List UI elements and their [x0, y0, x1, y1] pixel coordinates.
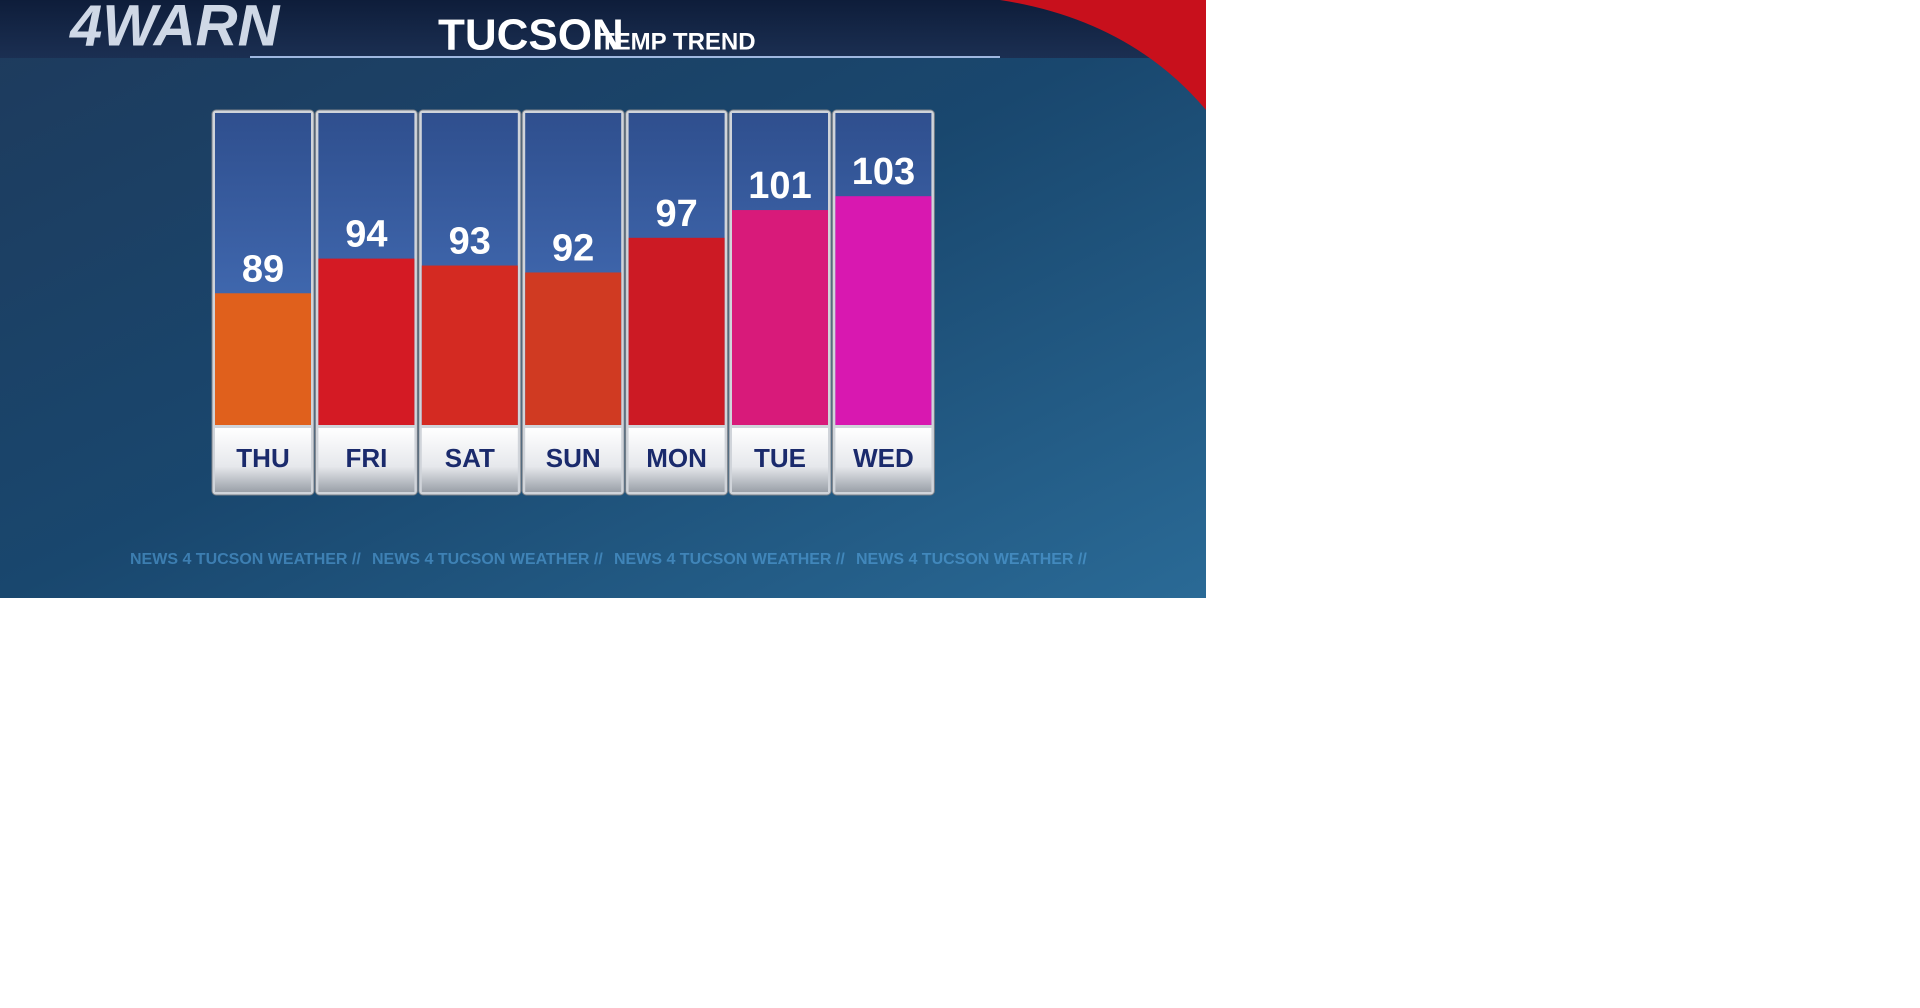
ticker-text: NEWS 4 TUCSON WEATHER //	[614, 551, 845, 568]
day-box	[525, 428, 622, 492]
chart-title: TUCSON	[438, 11, 624, 60]
x-tick-label: SAT	[445, 443, 495, 473]
bar	[318, 258, 415, 425]
ticker-text: NEWS 4 TUCSON WEATHER //	[372, 551, 603, 568]
value-label: 94	[345, 214, 387, 256]
bar	[732, 210, 828, 425]
day-box	[628, 428, 725, 492]
day-box	[318, 428, 415, 492]
ticker-text: NEWS 4 TUCSON WEATHER //	[130, 551, 361, 568]
x-tick-label: WED	[853, 443, 914, 473]
x-tick-label: SUN	[546, 443, 601, 473]
day-box	[421, 428, 518, 492]
value-label: 97	[655, 193, 697, 235]
x-tick-label: THU	[236, 443, 289, 473]
value-label: 101	[748, 165, 811, 207]
logo: 4WARN	[69, 0, 281, 58]
day-box	[835, 428, 932, 492]
bar	[421, 265, 518, 425]
value-label: 89	[242, 248, 284, 290]
day-box	[732, 428, 828, 492]
red-swoosh	[1000, 0, 1206, 110]
day-box	[215, 428, 311, 492]
chart-subtitle: TEMP TREND	[600, 28, 756, 55]
x-tick-label: MON	[646, 443, 707, 473]
value-label: 103	[852, 151, 915, 193]
bar	[525, 272, 622, 425]
header-band	[0, 0, 1206, 58]
value-label: 93	[449, 221, 491, 263]
value-label: 92	[552, 227, 594, 269]
x-tick-label: TUE	[754, 443, 806, 473]
bar	[215, 293, 311, 425]
ticker-text: NEWS 4 TUCSON WEATHER //	[856, 551, 1087, 568]
x-tick-label: FRI	[345, 443, 387, 473]
bar	[628, 237, 725, 425]
bar	[835, 196, 932, 425]
